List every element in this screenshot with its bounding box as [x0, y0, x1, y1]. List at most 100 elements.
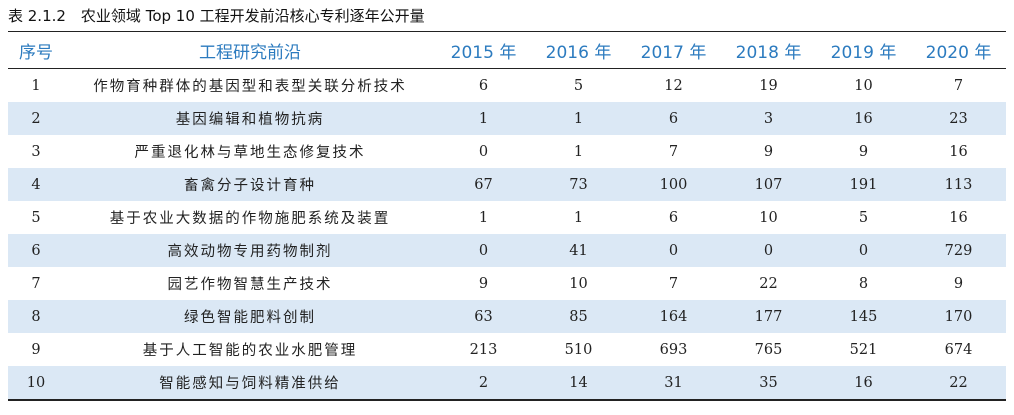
row-number: 5 — [31, 209, 41, 226]
count-cell: 7 — [668, 143, 679, 160]
table: 序号 工程研究前沿 2015 年 2016 年 2017 年 2018 年 2019 年 20… — [8, 31, 1006, 401]
table-row: 6 高效动物专用药物制剂 0 41 0 0 0 729 — [8, 234, 1006, 267]
table-row: 2 基因编辑和植物抗病 1 1 6 3 16 23 — [8, 102, 1006, 135]
count-cell: 85 — [531, 300, 626, 333]
table-title: 表 2.1.2 农业领域 Top 10 工程开发前沿核心专利逐年公开量 — [8, 7, 425, 25]
count-cell: 765 — [754, 341, 783, 358]
row-number: 8 — [8, 300, 64, 333]
count-cell: 19 — [759, 77, 778, 94]
count-cell: 16 — [816, 102, 911, 135]
count-cell: 10 — [759, 209, 778, 226]
count-cell: 73 — [531, 168, 626, 201]
count-cell: 22 — [759, 275, 778, 292]
count-cell: 0 — [626, 234, 721, 267]
count-cell: 1 — [478, 209, 489, 226]
count-cell: 16 — [949, 143, 968, 160]
frontier-name: 园艺作物智慧生产技术 — [167, 277, 333, 293]
count-cell: 41 — [531, 234, 626, 267]
count-cell: 14 — [531, 366, 626, 401]
count-cell: 7 — [668, 275, 679, 292]
count-cell: 8 — [858, 275, 869, 292]
count-cell: 16 — [949, 209, 968, 226]
count-cell: 191 — [816, 168, 911, 201]
table-row: 7 园艺作物智慧生产技术 9 10 7 22 8 9 — [8, 267, 1006, 300]
frontier-name: 基于人工智能的农业水肥管理 — [142, 343, 358, 359]
count-cell: 170 — [911, 300, 1006, 333]
row-number: 7 — [31, 275, 41, 292]
count-cell: 2 — [436, 366, 531, 401]
count-cell: 674 — [944, 341, 973, 358]
count-cell: 6 — [626, 102, 721, 135]
count-cell: 693 — [659, 341, 688, 358]
count-cell: 10 — [854, 77, 873, 94]
frontier-name: 绿色智能肥料创制 — [64, 300, 436, 333]
row-number: 3 — [31, 143, 41, 160]
count-cell: 31 — [626, 366, 721, 401]
row-number: 4 — [8, 168, 64, 201]
count-cell: 213 — [469, 341, 498, 358]
header-cell: 2020 年 — [911, 31, 1006, 69]
frontier-name: 基于农业大数据的作物施肥系统及装置 — [109, 211, 391, 227]
frontier-name: 畜禽分子设计育种 — [64, 168, 436, 201]
frontier-name: 智能感知与饲料精准供给 — [64, 366, 436, 401]
row-number: 1 — [31, 77, 41, 94]
count-cell: 9 — [763, 143, 774, 160]
header-cell: 2015 年 — [436, 31, 531, 69]
row-number: 9 — [31, 341, 41, 358]
header-cell: 2016 年 — [531, 31, 626, 69]
count-cell: 0 — [721, 234, 816, 267]
count-cell: 177 — [721, 300, 816, 333]
count-cell: 9 — [953, 275, 964, 292]
count-cell: 521 — [849, 341, 878, 358]
count-cell: 12 — [664, 77, 683, 94]
table-row: 8 绿色智能肥料创制 63 85 164 177 145 170 — [8, 300, 1006, 333]
frontier-name: 严重退化林与草地生态修复技术 — [134, 145, 366, 161]
count-cell: 0 — [816, 234, 911, 267]
header-row: 序号 工程研究前沿 2015 年 2016 年 2017 年 2018 年 2019 年 20… — [8, 31, 1006, 69]
table-body: 1 作物育种群体的基因型和表型关联分析技术 6 5 12 19 10 7 2 基因编辑和植物抗病 1… — [8, 69, 1006, 401]
count-cell: 3 — [721, 102, 816, 135]
count-cell: 10 — [569, 275, 588, 292]
frontier-name: 高效动物专用药物制剂 — [64, 234, 436, 267]
count-cell: 7 — [953, 77, 964, 94]
count-cell: 5 — [573, 77, 584, 94]
count-cell: 1 — [573, 143, 584, 160]
header-cell: 2017 年 — [626, 31, 721, 69]
count-cell: 6 — [668, 209, 679, 226]
count-cell: 6 — [478, 77, 489, 94]
count-cell: 5 — [858, 209, 869, 226]
count-cell: 9 — [478, 275, 489, 292]
count-cell: 22 — [911, 366, 1006, 401]
count-cell: 729 — [911, 234, 1006, 267]
table-row: 1 作物育种群体的基因型和表型关联分析技术 6 5 12 19 10 7 — [8, 69, 1006, 103]
count-cell: 23 — [911, 102, 1006, 135]
table-row: 10 智能感知与饲料精准供给 2 14 31 35 16 22 — [8, 366, 1006, 401]
row-number: 2 — [8, 102, 64, 135]
table-row: 3 严重退化林与草地生态修复技术 0 1 7 9 9 16 — [8, 135, 1006, 168]
count-cell: 100 — [626, 168, 721, 201]
table-row: 5 基于农业大数据的作物施肥系统及装置 1 1 6 10 5 16 — [8, 201, 1006, 234]
table-row: 4 畜禽分子设计育种 67 73 100 107 191 113 — [8, 168, 1006, 201]
count-cell: 113 — [911, 168, 1006, 201]
count-cell: 510 — [564, 341, 593, 358]
count-cell: 1 — [573, 209, 584, 226]
header-cell: 序号 — [8, 31, 64, 69]
count-cell: 1 — [531, 102, 626, 135]
count-cell: 145 — [816, 300, 911, 333]
count-cell: 63 — [436, 300, 531, 333]
row-number: 6 — [8, 234, 64, 267]
count-cell: 107 — [721, 168, 816, 201]
count-cell: 35 — [721, 366, 816, 401]
header-cell: 2018 年 — [721, 31, 816, 69]
count-cell: 67 — [436, 168, 531, 201]
table-row: 9 基于人工智能的农业水肥管理 213 510 693 765 521 674 — [8, 333, 1006, 366]
header-cell: 2019 年 — [816, 31, 911, 69]
count-cell: 0 — [436, 234, 531, 267]
count-cell: 9 — [858, 143, 869, 160]
frontier-name: 基因编辑和植物抗病 — [64, 102, 436, 135]
header-cell: 工程研究前沿 — [64, 31, 436, 69]
frontier-name: 作物育种群体的基因型和表型关联分析技术 — [93, 79, 407, 95]
count-cell: 1 — [436, 102, 531, 135]
count-cell: 164 — [626, 300, 721, 333]
